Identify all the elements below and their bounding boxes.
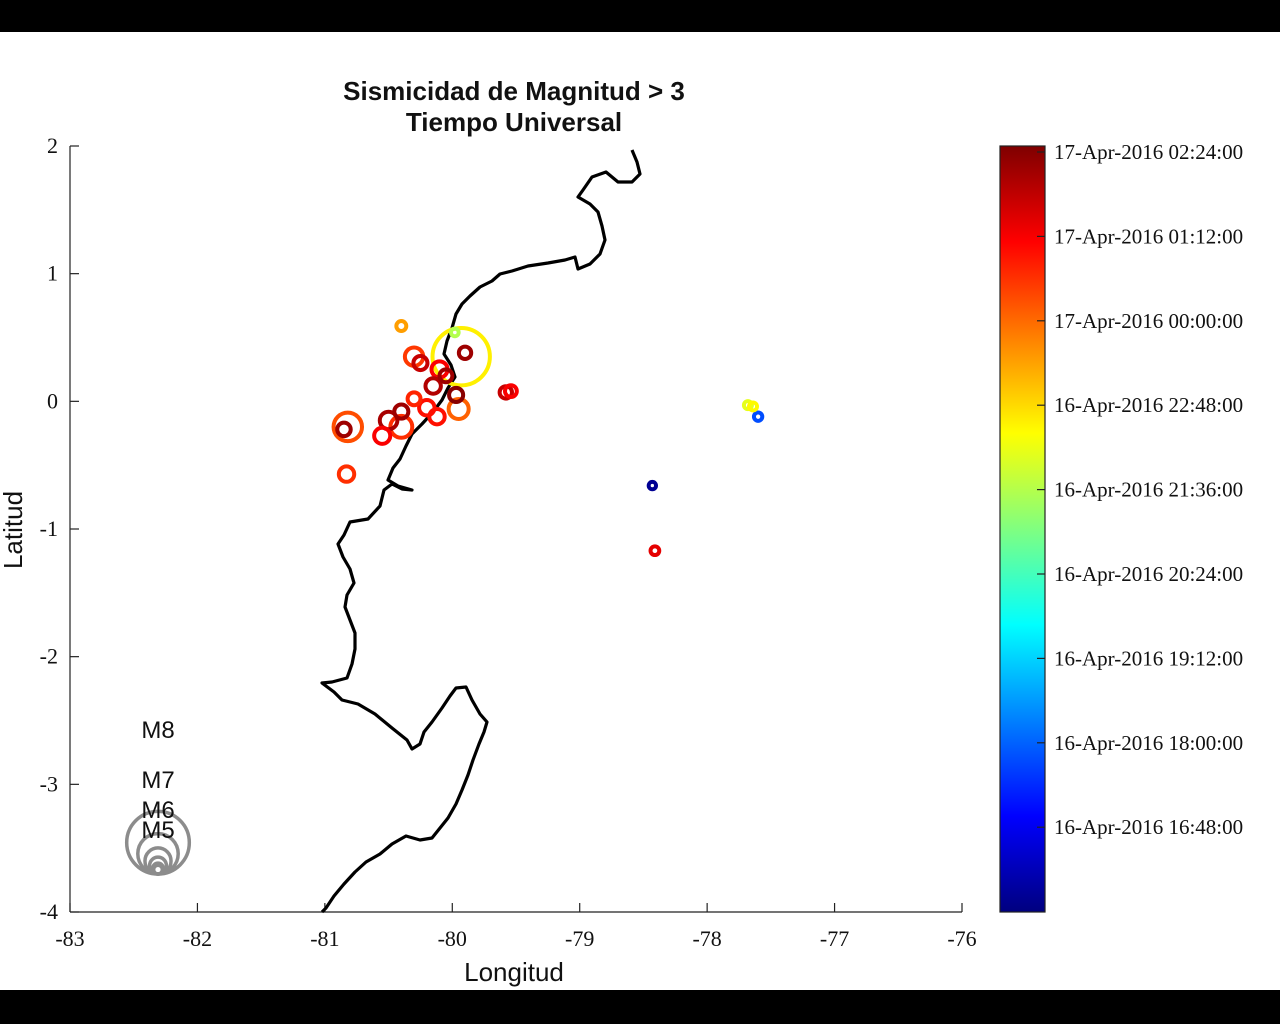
earthquake-marker <box>446 396 471 422</box>
earthquake-marker <box>372 425 393 446</box>
legend-label: M7 <box>141 767 174 794</box>
chart-title-line2: Tiempo Universal <box>406 107 622 137</box>
plot-axes: -83 -82 -81 -80 -79 -78 -77 -76 2 1 0 -1 -2 -3 -4 <box>40 133 977 951</box>
colorbar-tick-label: 16-Apr-2016 21:36:00 <box>1054 478 1243 502</box>
colorbar-gradient <box>999 145 1046 913</box>
earthquake-marker <box>394 319 409 333</box>
x-tick-label: -79 <box>565 926 594 951</box>
colorbar-tick-label: 17-Apr-2016 00:00:00 <box>1054 309 1243 333</box>
time-colorbar: 17-Apr-2016 02:24:00 17-Apr-2016 01:12:00… <box>999 140 1243 913</box>
earthquake-marker <box>447 385 466 405</box>
earthquake-marker <box>502 383 519 400</box>
x-tick-label: -81 <box>310 926 339 951</box>
colorbar-tick-label: 16-Apr-2016 20:24:00 <box>1054 562 1243 586</box>
y-tick-label: 1 <box>47 261 58 286</box>
y-tick-label: 2 <box>47 133 58 158</box>
chart-title: Sismicidad de Magnitud > 3 Tiempo Univer… <box>343 76 685 137</box>
earthquake-marker <box>411 353 430 373</box>
earthquake-marker <box>456 344 474 362</box>
x-tick-label: -80 <box>438 926 467 951</box>
earthquake-marker <box>646 479 659 492</box>
legend-circle <box>143 846 173 876</box>
earthquake-marker <box>751 410 765 423</box>
colorbar-tick-label: 16-Apr-2016 19:12:00 <box>1054 646 1243 670</box>
x-tick-label: -78 <box>692 926 721 951</box>
y-tick-label: -1 <box>40 516 58 541</box>
earthquake-marker <box>336 464 357 484</box>
earthquake-marker <box>747 400 760 413</box>
x-tick-label: -82 <box>183 926 212 951</box>
earthquake-marker <box>335 420 353 439</box>
y-tick-label: -4 <box>40 899 58 924</box>
figure-canvas: Sismicidad de Magnitud > 3 Tiempo Univer… <box>0 32 1280 990</box>
earthquake-marker <box>423 376 443 396</box>
colorbar-tick-label: 16-Apr-2016 16:48:00 <box>1054 815 1243 839</box>
earthquake-marker <box>648 544 662 558</box>
chart-title-line1: Sismicidad de Magnitud > 3 <box>343 76 685 106</box>
legend-label: M6 <box>141 797 174 824</box>
coastline <box>320 149 642 914</box>
legend-label: M8 <box>141 717 174 744</box>
y-tick-label: 0 <box>47 388 58 413</box>
legend-circle <box>151 863 165 876</box>
earthquake-marker <box>427 406 447 427</box>
earthquake-marker <box>388 413 415 440</box>
x-tick-label: -77 <box>820 926 849 951</box>
x-tick-label: -83 <box>55 926 84 951</box>
y-tick-label: -3 <box>40 771 58 796</box>
y-tick-label: -2 <box>40 644 58 669</box>
colorbar-tick-label: 16-Apr-2016 22:48:00 <box>1054 393 1243 417</box>
x-axis-label: Longitud <box>464 957 564 987</box>
earthquake-marker <box>392 402 411 421</box>
plot-area <box>320 149 765 914</box>
y-axis-label: Latitud <box>0 491 28 569</box>
earthquake-marker <box>449 326 461 339</box>
colorbar-tick-label: 17-Apr-2016 01:12:00 <box>1054 224 1243 248</box>
earthquake-marker <box>437 367 455 385</box>
legend-label: M5 <box>141 817 174 844</box>
earthquake-marker <box>331 410 365 444</box>
earthquake-marker <box>430 325 492 388</box>
earthquake-marker <box>405 390 423 408</box>
colorbar-tick-label: 16-Apr-2016 18:00:00 <box>1054 731 1243 755</box>
seismicity-chart: Sismicidad de Magnitud > 3 Tiempo Univer… <box>0 76 1243 987</box>
colorbar-tick-label: 17-Apr-2016 02:24:00 <box>1054 140 1243 164</box>
x-tick-label: -76 <box>947 926 976 951</box>
